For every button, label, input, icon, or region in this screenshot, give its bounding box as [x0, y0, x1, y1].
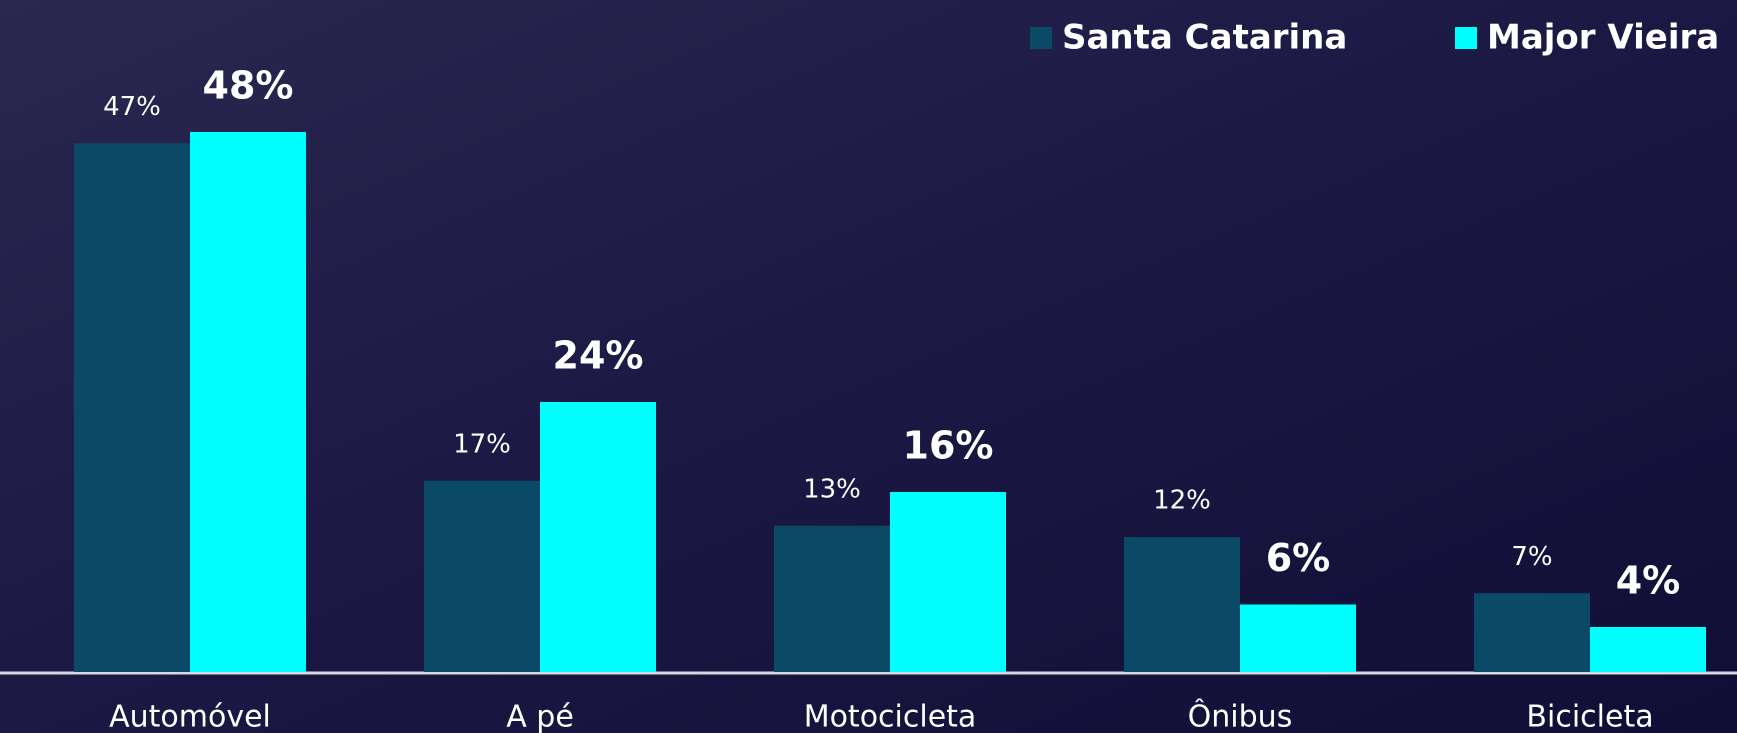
bar: [1590, 627, 1706, 672]
x-tick-label: Ônibus: [1188, 698, 1293, 733]
bar: [1240, 604, 1356, 672]
bar: [1124, 537, 1240, 672]
value-label: 12%: [1153, 486, 1211, 516]
x-tick-label: Bicicleta: [1526, 700, 1653, 733]
x-tick-label: Motocicleta: [804, 700, 977, 733]
bar: [74, 143, 190, 672]
value-label: 13%: [803, 474, 861, 504]
bar: [540, 402, 656, 672]
bar: [774, 525, 890, 672]
legend-swatch: [1030, 27, 1052, 49]
value-label: 24%: [553, 334, 644, 378]
legend-swatch: [1455, 27, 1477, 49]
bar: [190, 132, 306, 672]
value-label: 4%: [1616, 559, 1681, 603]
x-tick-label: A pé: [506, 700, 574, 733]
bar: [1474, 593, 1590, 672]
value-label: 7%: [1511, 542, 1552, 572]
legend-label: Santa Catarina: [1062, 18, 1347, 58]
value-label: 16%: [903, 424, 994, 468]
bar: [424, 480, 540, 672]
value-label: 47%: [103, 92, 161, 122]
value-label: 48%: [203, 64, 294, 108]
legend-label: Major Vieira: [1487, 18, 1719, 58]
value-label: 17%: [453, 429, 511, 459]
value-label: 6%: [1266, 536, 1331, 580]
x-tick-label: Automóvel: [109, 700, 271, 733]
bar: [890, 492, 1006, 672]
